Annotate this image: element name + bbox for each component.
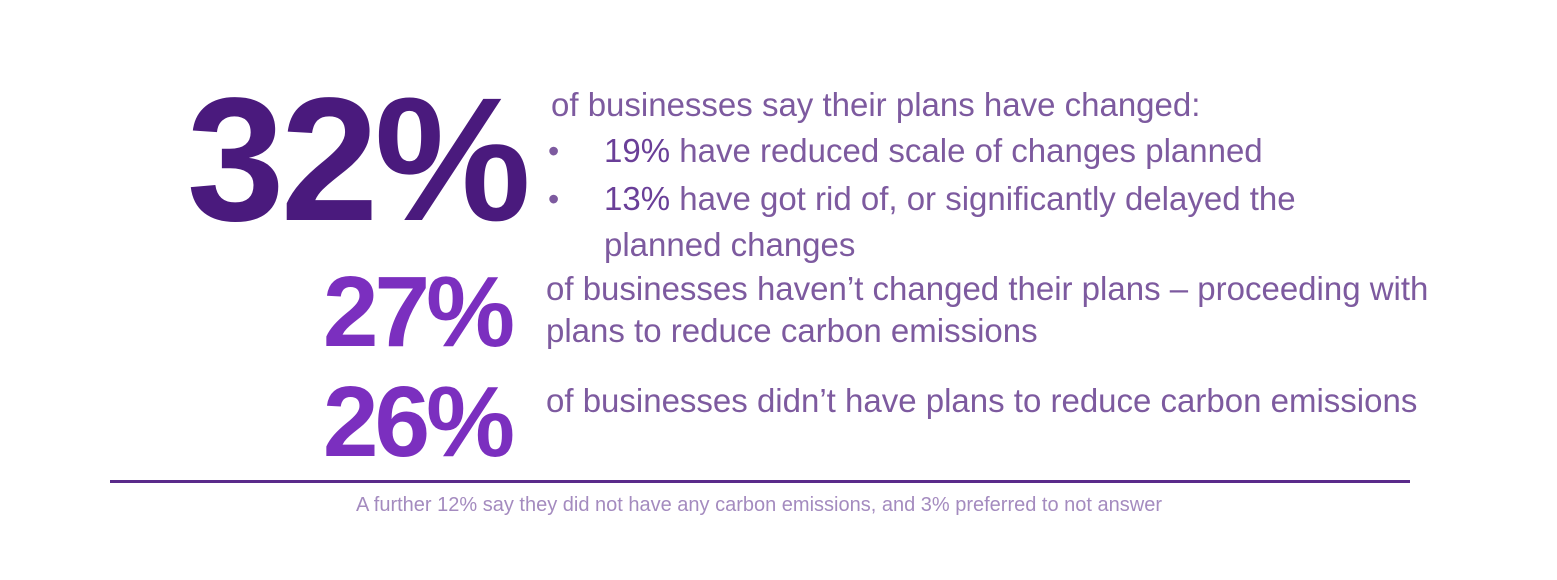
stat-27-percent: 27% xyxy=(322,256,515,368)
bullet-text: have reduced scale of changes planned xyxy=(679,132,1263,169)
divider-rule xyxy=(110,480,1410,483)
footnote: A further 12% say they did not have any … xyxy=(355,494,1162,516)
bullet-marker: • xyxy=(548,181,560,217)
stat3-description: of businesses didn’t have plans to reduc… xyxy=(546,382,1418,419)
stat2-description: of businesses haven’t changed their plan… xyxy=(546,270,1429,349)
bullet-marker: • xyxy=(548,133,560,169)
bullet-item: 13% have got rid of, or significantly de… xyxy=(604,176,1404,268)
bullet-percent: 19% xyxy=(604,132,671,169)
bullet-item: 19% have reduced scale of changes planne… xyxy=(604,128,1404,174)
stat-32-percent: 32% xyxy=(186,62,531,258)
stat-26-percent: 26% xyxy=(322,366,515,478)
bullet-text: have got rid of, or significantly delaye… xyxy=(604,180,1296,263)
stat1-description: of businesses say their plans have chang… xyxy=(551,86,1201,123)
bullet-percent: 13% xyxy=(604,180,671,217)
